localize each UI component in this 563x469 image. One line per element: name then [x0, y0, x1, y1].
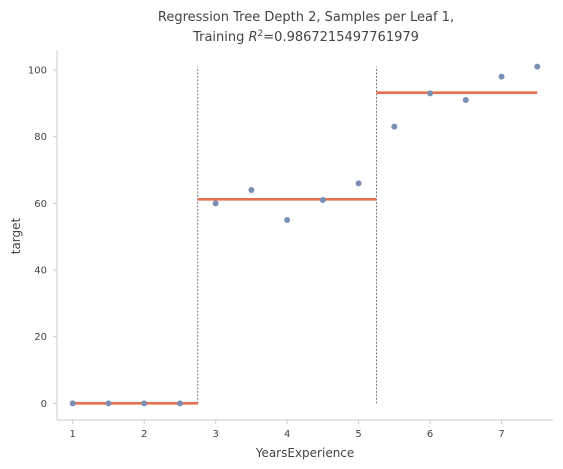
chart-title-line-1: Regression Tree Depth 2, Samples per Lea…	[158, 10, 454, 25]
x-tick-label-6: 6	[427, 429, 433, 440]
data-point-3	[141, 400, 148, 407]
data-point-1	[69, 400, 76, 407]
data-point-2	[105, 400, 112, 407]
fit-lines	[72, 91, 538, 405]
data-point-4	[176, 400, 183, 407]
y-tick-label-20: 20	[34, 332, 47, 343]
split-lines	[197, 66, 377, 404]
data-point-10	[391, 123, 398, 130]
data-point-14	[534, 63, 541, 70]
data-point-6	[248, 187, 255, 193]
x-tick-label-3: 3	[212, 429, 218, 440]
x-tick-label-2: 2	[141, 429, 147, 440]
y-tick-label-100: 100	[28, 66, 47, 77]
x-tick-label-1: 1	[70, 429, 76, 440]
title-superscript: 2	[258, 29, 264, 39]
x-axis-label: YearsExperience	[255, 446, 355, 460]
y-tick-label-60: 60	[34, 199, 47, 210]
data-point-5	[212, 200, 219, 207]
x-tick-label-5: 5	[355, 429, 361, 440]
x-ticks: 1 2 3 4 5 6 7	[70, 420, 505, 440]
y-tick-label-0: 0	[41, 399, 47, 410]
data-point-8	[319, 197, 326, 203]
title-prefix: Training	[192, 30, 248, 45]
data-point-13	[498, 73, 505, 80]
y-tick-label-40: 40	[34, 266, 47, 277]
chart-title-line-2: Training R2=0.9867215497761979	[192, 29, 419, 45]
y-ticks: 0 20 40 60 80 100	[28, 66, 57, 410]
data-point-9	[355, 180, 362, 187]
data-point-12	[462, 97, 469, 103]
y-axis-label: target	[9, 217, 23, 254]
y-tick-label-80: 80	[34, 132, 47, 143]
x-tick-label-4: 4	[284, 429, 290, 440]
title-value: =0.9867215497761979	[263, 30, 419, 45]
data-points	[69, 63, 541, 407]
data-point-7	[284, 217, 291, 223]
data-point-11	[427, 90, 434, 97]
title-r-symbol: R	[249, 30, 258, 45]
x-tick-label-7: 7	[498, 429, 504, 440]
